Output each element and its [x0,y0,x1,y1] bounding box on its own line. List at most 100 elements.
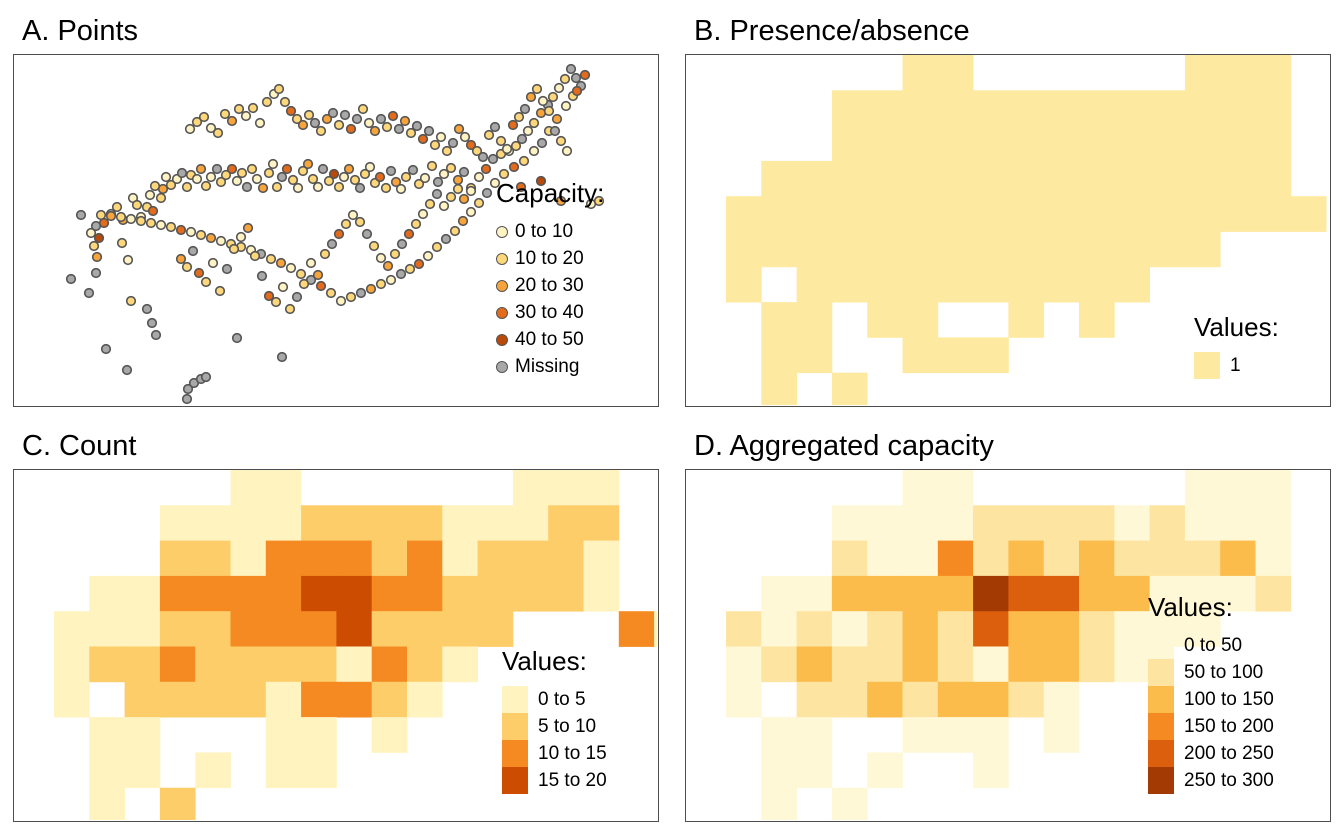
grid-cell [1079,90,1115,126]
grid-cell [195,752,231,789]
legend-entry: 30 to 40 [496,299,604,326]
grid-cell [761,196,797,232]
grid-cell [230,470,267,506]
data-point [309,117,321,129]
grid-cell [1220,196,1256,232]
data-point [270,296,282,308]
data-point [537,95,549,107]
grid-cell [89,575,125,612]
grid-cell [1008,505,1045,541]
grid-cell [442,540,478,577]
grid-cell [1008,681,1045,718]
grid-cell [937,55,974,91]
data-point [510,140,522,152]
grid-cell [831,196,868,232]
data-point [83,287,95,299]
grid-cell [831,372,868,405]
legend-label: 1 [1230,354,1241,376]
data-point [489,177,501,189]
grid-cell [902,55,939,91]
grid-cell [796,266,833,303]
panel-b-frame [685,54,1331,407]
grid-cell [89,717,125,753]
grid-cell [973,196,1009,232]
grid-cell [796,681,833,718]
data-point [160,171,172,183]
data-point [393,123,405,135]
data-point [249,250,261,262]
grid-cell [512,505,549,541]
grid-cell [265,470,302,506]
data-point [338,171,350,183]
data-point [465,206,477,218]
data-point [404,263,416,275]
grid-cell [973,231,1009,268]
grid-cell [1255,540,1292,577]
legend-entry: 15 to 20 [502,767,607,794]
data-point [407,164,419,176]
data-point [426,160,438,172]
data-point [251,173,263,185]
grid-cell [902,505,939,541]
legend-entry: 40 to 50 [496,326,604,353]
grid-cell [1079,231,1115,268]
data-point [375,252,387,264]
grid-cell [195,646,231,683]
data-point [265,253,277,265]
grid-cell [937,717,974,753]
data-point [297,119,309,131]
legend-entry: 1 [1194,352,1279,379]
grid-cell [973,125,1009,162]
data-point [361,228,373,240]
data-point [303,109,315,121]
grid-cell [1079,160,1115,197]
data-point [315,280,327,292]
grid-cell [937,90,974,126]
data-point [325,287,337,299]
grid-cell [1184,611,1221,647]
legend-swatch [496,252,508,265]
grid-cell [124,646,161,683]
grid-cell [442,575,478,612]
data-point [519,103,531,115]
grid-cell [1114,540,1150,577]
grid-cell [336,540,373,577]
grid-cell [265,752,302,789]
grid-cell [265,717,302,753]
grid-cell [195,611,231,647]
data-point [410,218,422,230]
data-point [465,185,477,197]
data-point [438,168,450,180]
grid-cell [124,681,161,718]
grid-cell [1114,125,1150,162]
data-point [215,176,227,188]
grid-cell [1043,231,1080,268]
data-point [146,317,158,329]
legend-label: 0 to 5 [538,688,586,710]
grid-cell [867,611,903,647]
grid-cell [902,717,939,753]
data-point [501,143,513,155]
data-point [480,163,492,175]
data-point [175,224,187,236]
legend-label: 30 to 40 [515,301,584,323]
data-point [326,238,338,250]
data-point [357,103,369,115]
grid-cell [973,681,1009,718]
data-point [349,174,361,186]
data-point [240,110,252,122]
grid-cell [336,681,373,718]
data-point [200,371,212,383]
grid-cell [902,646,939,683]
data-point [438,200,450,212]
grid-cell [230,611,267,647]
data-point [483,129,495,141]
grid-cell [442,611,478,647]
legend-title: Values: [1148,592,1233,622]
data-point [267,158,279,170]
grid-cell [1114,575,1150,612]
grid-cell [726,231,762,268]
data-point [445,162,457,174]
data-point [354,216,366,228]
grid-cell [867,125,903,162]
